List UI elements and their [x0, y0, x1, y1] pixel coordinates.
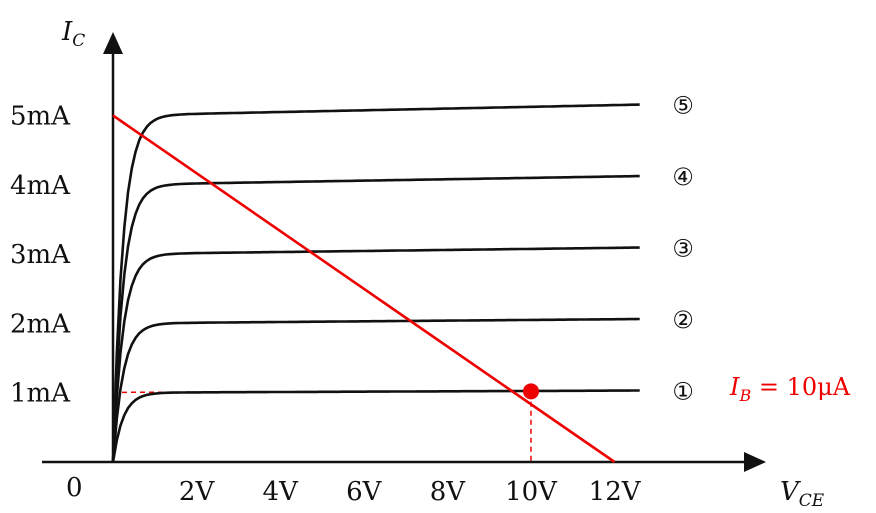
y-tick-label: 3mA — [10, 240, 71, 270]
ib-annotation: IB = 10μA — [729, 373, 851, 405]
y-axis-title: IC — [61, 17, 85, 51]
x-tick-label: 6V — [346, 477, 383, 507]
y-tick-label: 5mA — [10, 102, 71, 132]
curve-label: ① — [672, 378, 694, 406]
characteristic-curve — [111, 174, 640, 463]
characteristic-curve — [111, 389, 640, 463]
operating-point-marker — [523, 383, 539, 400]
curve-label: ⑤ — [672, 92, 694, 120]
curve-label: ③ — [672, 235, 694, 263]
load-line — [112, 114, 616, 464]
y-axis-arrow-icon — [103, 32, 123, 54]
origin-label: 0 — [66, 473, 83, 503]
y-tick-label: 1mA — [10, 379, 71, 409]
labels: IC VCE 0 IB = 10μA 2V 4V 6V 8V 10V 12V 1mA 2mA 3… — [10, 17, 851, 511]
curve-label: ④ — [672, 163, 694, 191]
characteristic-curve — [111, 246, 640, 463]
characteristic-curve — [111, 103, 640, 463]
characteristic-curve — [111, 317, 640, 463]
x-tick-label: 4V — [263, 477, 300, 507]
x-axis-arrow-icon — [744, 452, 766, 472]
x-axis-title: VCE — [780, 477, 825, 511]
y-tick-label: 2mA — [10, 309, 71, 339]
x-tick-label: 2V — [179, 477, 216, 507]
x-tick-label: 10V — [505, 477, 558, 507]
curve-label: ② — [672, 306, 694, 334]
load-line-group — [112, 114, 616, 464]
axes — [42, 32, 766, 472]
guides — [112, 390, 532, 462]
x-tick-label: 12V — [589, 477, 642, 507]
y-tick-label: 4mA — [10, 171, 71, 201]
characteristic-curves — [111, 103, 640, 463]
x-tick-label: 8V — [430, 477, 467, 507]
